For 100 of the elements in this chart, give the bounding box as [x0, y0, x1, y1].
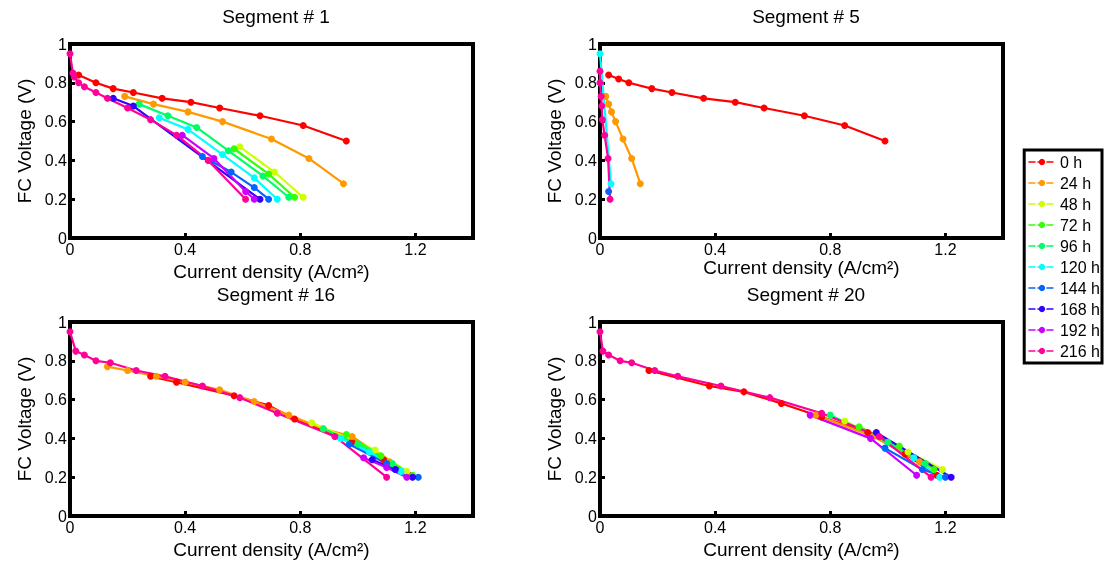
point	[601, 131, 609, 139]
point	[397, 467, 405, 475]
point	[265, 401, 273, 409]
point	[910, 454, 918, 462]
point	[75, 79, 83, 87]
point	[132, 367, 140, 374]
point	[80, 351, 88, 359]
y-tick-label: 0.2	[44, 468, 68, 486]
point	[259, 172, 267, 180]
point	[299, 193, 307, 201]
legend-label: 0 h	[1059, 153, 1083, 171]
point	[291, 193, 299, 201]
point	[604, 154, 612, 162]
point	[285, 411, 293, 419]
point	[930, 465, 938, 473]
point	[193, 123, 201, 131]
x-tick-label: 0.4	[174, 518, 197, 536]
point	[342, 137, 350, 145]
point	[92, 89, 100, 96]
point	[605, 100, 613, 108]
point	[147, 372, 155, 380]
point	[377, 452, 385, 460]
point	[219, 151, 227, 159]
point	[72, 347, 80, 355]
y-axis-title: FC Voltage (V)	[13, 356, 35, 482]
y-tick-label: 1	[588, 35, 598, 53]
point	[250, 398, 258, 406]
point	[921, 460, 929, 468]
y-tick-label: 0.4	[574, 429, 598, 447]
x-axis-title: Current density (A/cm²)	[173, 538, 370, 560]
x-tick-label: 1.2	[404, 240, 427, 258]
point	[354, 440, 362, 448]
legend-label: 48 h	[1059, 195, 1092, 213]
point	[149, 100, 157, 108]
y-axis-title: FC Voltage (V)	[13, 78, 35, 204]
point	[599, 347, 607, 355]
y-tick-label: 0.6	[44, 391, 68, 409]
chart-title: Segment # 16	[216, 284, 336, 305]
point	[731, 98, 739, 106]
y-tick-label: 0.8	[574, 352, 598, 370]
point	[227, 168, 235, 176]
point	[216, 386, 224, 394]
x-tick-label: 1.2	[934, 240, 957, 258]
point	[129, 102, 137, 110]
point	[250, 195, 258, 203]
point	[265, 195, 273, 203]
point	[299, 121, 307, 129]
point	[597, 92, 605, 100]
point	[219, 118, 227, 126]
point	[777, 399, 785, 407]
point	[927, 473, 935, 481]
x-tick-label: 0.4	[174, 240, 197, 258]
point	[198, 382, 206, 390]
point	[612, 118, 620, 126]
y-tick-label: 0.6	[574, 391, 598, 409]
point	[616, 357, 624, 365]
y-tick-label: 0.8	[44, 74, 68, 92]
point	[913, 471, 921, 479]
y-tick-label: 0.4	[44, 429, 68, 447]
point	[596, 50, 604, 58]
point	[605, 71, 613, 79]
point	[598, 102, 606, 110]
y-axis-title: FC Voltage (V)	[543, 356, 565, 482]
point	[826, 411, 834, 419]
y-tick-label: 0.6	[574, 113, 598, 131]
point	[625, 79, 633, 87]
x-axis-title: Current density (A/cm²)	[173, 260, 370, 282]
point	[947, 473, 955, 481]
point	[103, 94, 111, 102]
point	[342, 431, 350, 439]
x-tick-label: 0.4	[704, 240, 727, 258]
point	[173, 131, 181, 139]
point	[291, 415, 299, 423]
point	[80, 83, 88, 91]
point	[628, 154, 636, 162]
point	[124, 367, 132, 374]
point	[766, 394, 774, 402]
y-tick-label: 0.2	[44, 190, 68, 208]
point	[210, 154, 218, 162]
point	[187, 98, 195, 106]
x-axis-title: Current density (A/cm²)	[703, 257, 900, 278]
legend-label: 144 h	[1059, 279, 1101, 297]
point	[164, 112, 172, 120]
y-tick-label: 1	[58, 313, 68, 331]
x-tick-label: 0.8	[289, 518, 312, 536]
point	[391, 465, 399, 473]
point	[598, 116, 606, 124]
point	[383, 464, 391, 471]
point	[230, 392, 238, 400]
point	[92, 79, 100, 87]
point	[700, 94, 708, 102]
legend-label: 24 h	[1059, 174, 1092, 192]
x-tick-label: 0.8	[819, 518, 842, 536]
chart-title: Segment # 5	[752, 6, 860, 27]
x-tick-label: 1.2	[404, 518, 427, 536]
point	[645, 367, 653, 374]
point	[181, 378, 189, 386]
legend-label: 216 h	[1059, 342, 1101, 360]
point	[268, 135, 275, 143]
point	[818, 409, 826, 417]
